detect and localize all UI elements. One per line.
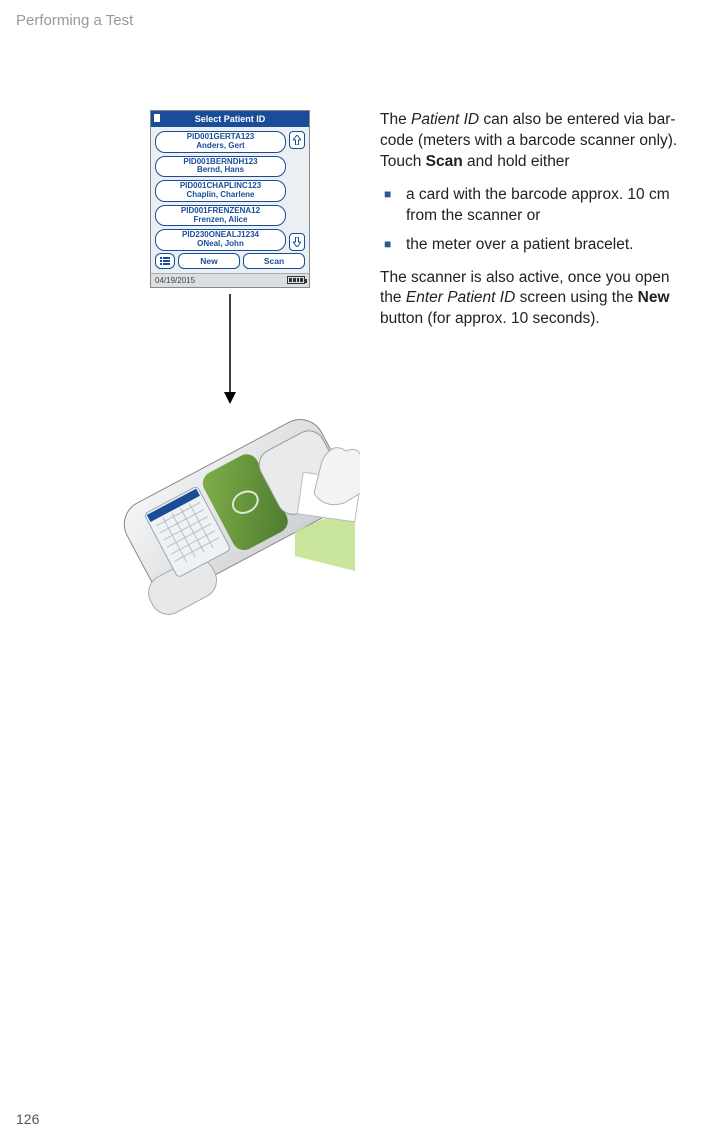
- page-header: Performing a Test: [16, 12, 133, 29]
- instruction-list: a card with the barcode approx. 10 cm fr…: [380, 185, 686, 256]
- patient-item[interactable]: PID001FRENZENA12 Frenzen, Alice: [155, 205, 286, 227]
- patient-name: Chaplin, Charlene: [158, 191, 283, 200]
- instruction-text: The Patient ID can also be entered via b…: [360, 110, 686, 342]
- scroll-column: [289, 131, 305, 251]
- arrow-up-icon: [293, 135, 301, 145]
- paragraph-1: The Patient ID can also be entered via b…: [380, 110, 686, 173]
- new-button[interactable]: New: [178, 253, 240, 269]
- patient-item[interactable]: PID001BERNDH123 Bernd, Hans: [155, 156, 286, 178]
- patient-item[interactable]: PID230ONEALJ1234 ONeal, John: [155, 229, 286, 251]
- patient-name: Bernd, Hans: [158, 166, 283, 175]
- patient-items: PID001GERTA123 Anders, Gert PID001BERNDH…: [155, 131, 286, 251]
- screen-titlebar: Select Patient ID: [151, 111, 309, 127]
- patient-name: ONeal, John: [158, 240, 283, 249]
- list-toggle-button[interactable]: [155, 253, 175, 269]
- page-number: 126: [16, 1111, 39, 1127]
- content-area: Select Patient ID PID001GERTA123 Anders,…: [100, 110, 686, 626]
- titlebar-indicator-icon: [154, 114, 160, 122]
- patient-name: Frenzen, Alice: [158, 216, 283, 225]
- left-column: Select Patient ID PID001GERTA123 Anders,…: [100, 110, 360, 626]
- list-icon: [160, 256, 170, 266]
- scroll-down-button[interactable]: [289, 233, 305, 251]
- status-date: 04/19/2015: [155, 276, 195, 285]
- status-bar: 04/19/2015: [151, 273, 309, 287]
- patient-item[interactable]: PID001GERTA123 Anders, Gert: [155, 131, 286, 153]
- arrow-down-icon: [293, 237, 301, 247]
- pointer-arrow-icon: [220, 294, 240, 404]
- scan-button[interactable]: Scan: [243, 253, 305, 269]
- patient-name: Anders, Gert: [158, 142, 283, 151]
- screen-title: Select Patient ID: [195, 114, 266, 124]
- list-item: the meter over a patient bracelet.: [380, 235, 686, 256]
- device-screen: Select Patient ID PID001GERTA123 Anders,…: [150, 110, 310, 288]
- paragraph-2: The scanner is also active, once you ope…: [380, 268, 686, 331]
- battery-icon: [287, 276, 305, 284]
- meter-illustration: [100, 406, 360, 626]
- scroll-up-button[interactable]: [289, 131, 305, 149]
- patient-item[interactable]: PID001CHAPLINC123 Chaplin, Charlene: [155, 180, 286, 202]
- bottom-button-row: New Scan: [151, 253, 309, 273]
- patient-list: PID001GERTA123 Anders, Gert PID001BERNDH…: [151, 127, 309, 253]
- list-item: a card with the barcode approx. 10 cm fr…: [380, 185, 686, 227]
